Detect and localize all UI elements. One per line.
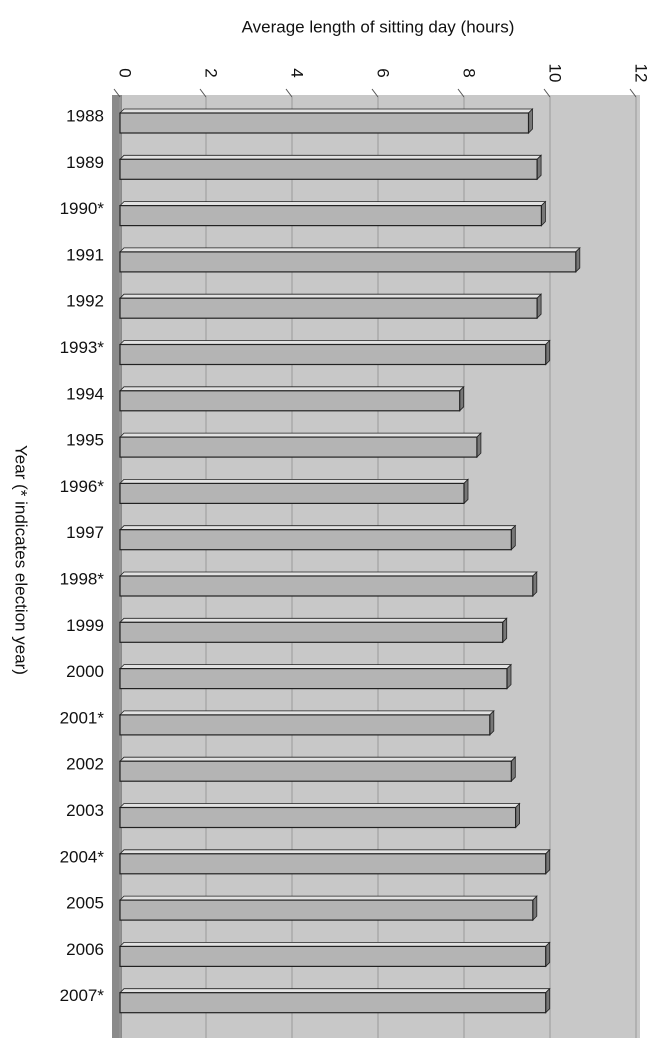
bar-top bbox=[119, 478, 469, 484]
y-tick-label: 1998* bbox=[60, 569, 105, 588]
y-tick-label: 1992 bbox=[66, 292, 104, 311]
y-tick-label: 1993* bbox=[60, 338, 105, 357]
y-tick-label: 1994 bbox=[66, 384, 104, 403]
tick-mark bbox=[199, 88, 207, 98]
bar-top bbox=[119, 201, 547, 207]
y-tick-label: 2007* bbox=[60, 986, 105, 1005]
bar bbox=[119, 575, 534, 597]
bar bbox=[119, 667, 508, 690]
x-tick-label: 2 bbox=[202, 68, 221, 77]
bar bbox=[119, 297, 538, 319]
x-tick-label: 8 bbox=[460, 68, 479, 77]
y-tick-label: 1995 bbox=[66, 431, 104, 450]
bar bbox=[119, 899, 534, 921]
y-tick-label: 1997 bbox=[66, 523, 104, 542]
y-tick-label: 2003 bbox=[66, 801, 104, 820]
bar bbox=[119, 390, 461, 412]
bar bbox=[119, 436, 478, 458]
bar-top bbox=[119, 386, 465, 392]
x-tick-label: 4 bbox=[288, 68, 307, 77]
y-tick-label: 1988 bbox=[66, 106, 104, 125]
y-tick-label: 1989 bbox=[66, 153, 104, 172]
bar bbox=[119, 621, 504, 643]
y-tick-label: 1996* bbox=[60, 477, 105, 496]
y-tick-label: 2001* bbox=[60, 708, 105, 727]
y-tick-label: 1991 bbox=[66, 245, 104, 264]
tick-mark bbox=[543, 88, 551, 98]
y-tick-label: 2002 bbox=[66, 755, 104, 774]
bar-top bbox=[119, 293, 543, 299]
y-tick-label: 2005 bbox=[66, 894, 104, 913]
x-tick-label: 10 bbox=[546, 64, 565, 83]
bar bbox=[119, 482, 465, 504]
bar bbox=[119, 529, 512, 551]
y-tick-label: 1999 bbox=[66, 616, 104, 635]
bar bbox=[119, 112, 530, 134]
bar bbox=[119, 760, 512, 782]
y-tick-label: 2004* bbox=[60, 847, 105, 866]
bar bbox=[119, 343, 547, 366]
y-tick-label: 2000 bbox=[66, 662, 104, 681]
bar bbox=[119, 853, 547, 875]
x-tick-label: 6 bbox=[374, 68, 393, 77]
x-axis-label: Average length of sitting day (hours) bbox=[242, 17, 515, 36]
bar bbox=[119, 251, 577, 273]
bar bbox=[119, 992, 547, 1014]
tick-mark bbox=[629, 88, 637, 98]
y-axis-label: Year (* indicates election year) bbox=[12, 445, 31, 675]
bar-top bbox=[119, 154, 543, 160]
y-tick-label: 2006 bbox=[66, 940, 104, 959]
tick-mark bbox=[113, 88, 121, 98]
tick-mark bbox=[457, 88, 465, 98]
x-tick-label: 0 bbox=[116, 68, 135, 77]
tick-mark bbox=[371, 88, 379, 98]
floor bbox=[112, 95, 122, 1038]
x-tick-label: 12 bbox=[632, 64, 651, 83]
bar bbox=[119, 205, 542, 227]
bar bbox=[119, 158, 538, 180]
bar-top bbox=[119, 340, 551, 345]
bar bbox=[119, 714, 491, 736]
bar bbox=[119, 806, 517, 829]
tick-mark bbox=[285, 88, 293, 98]
bar-top bbox=[119, 432, 482, 438]
bar bbox=[119, 945, 547, 968]
y-tick-label: 1990* bbox=[60, 199, 105, 218]
bar-top bbox=[119, 247, 581, 253]
